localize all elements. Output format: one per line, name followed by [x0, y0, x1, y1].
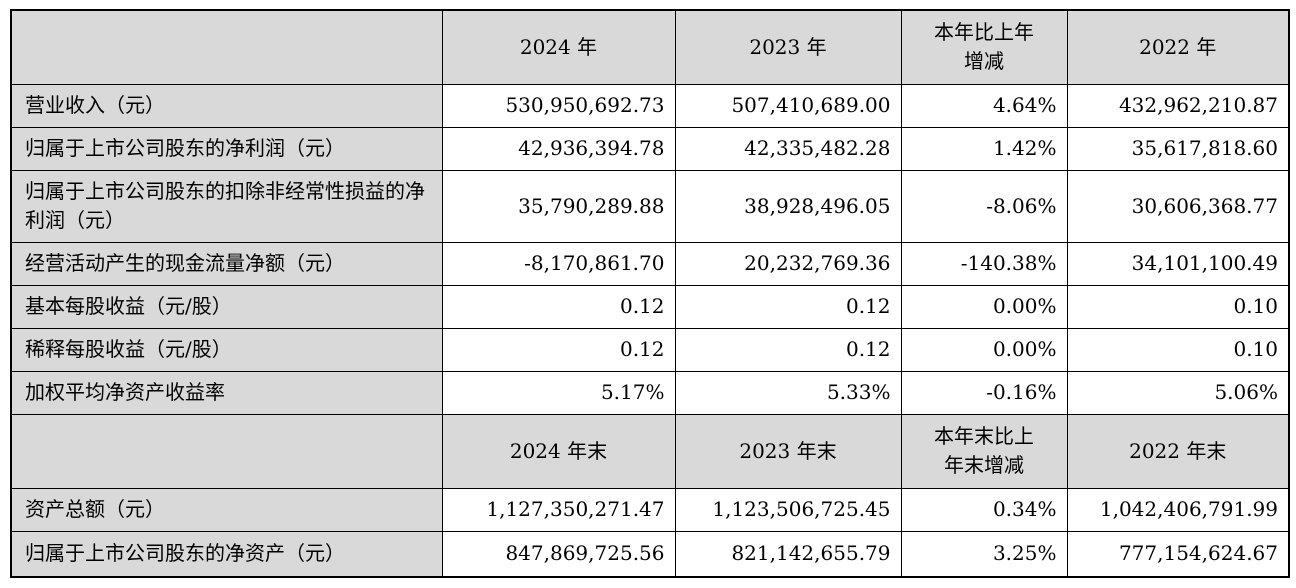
- header-2022: 2022 年: [1066, 9, 1290, 85]
- metric-value-2023: 42,335,482.28: [674, 126, 902, 171]
- corner-blank-cell: [10, 413, 443, 489]
- header-2024: 2024 年: [441, 9, 676, 85]
- metric-value-change: 3.25%: [900, 530, 1068, 578]
- metric-label: 基本每股收益（元/股）: [10, 284, 443, 329]
- metric-value-2024: 42,936,394.78: [441, 126, 676, 171]
- metric-value-2023: 1,123,506,725.45: [674, 487, 902, 532]
- table-row-operating-cash-flow: 经营活动产生的现金流量净额（元） -8,170,861.70 20,232,76…: [10, 241, 1290, 286]
- metric-value-2024: 0.12: [441, 284, 676, 329]
- metric-value-2023: 5.33%: [674, 370, 902, 415]
- metric-value-2024: 530,950,692.73: [441, 83, 676, 128]
- metric-value-2023: 20,232,769.36: [674, 241, 902, 286]
- metric-value-2024: -8,170,861.70: [441, 241, 676, 286]
- metric-value-2023: 0.12: [674, 327, 902, 372]
- metric-value-2022: 30,606,368.77: [1066, 169, 1290, 243]
- metric-value-change: -8.06%: [900, 169, 1068, 243]
- metric-value-change: -0.16%: [900, 370, 1068, 415]
- header-yoy-change: 本年比上年 增减: [900, 9, 1068, 85]
- metric-value-change: 1.42%: [900, 126, 1068, 171]
- corner-blank-cell: [10, 9, 443, 85]
- financial-summary-table: 2024 年 2023 年 本年比上年 增减 2022 年 营业收入（元） 53…: [10, 9, 1290, 578]
- table-row-total-assets: 资产总额（元） 1,127,350,271.47 1,123,506,725.4…: [10, 487, 1290, 532]
- metric-label: 归属于上市公司股东的净利润（元）: [10, 126, 443, 171]
- metric-value-2024: 0.12: [441, 327, 676, 372]
- metric-label: 加权平均净资产收益率: [10, 370, 443, 415]
- metric-label: 经营活动产生的现金流量净额（元）: [10, 241, 443, 286]
- metric-label: 归属于上市公司股东的扣除非经常性损益的净利润（元）: [10, 169, 443, 243]
- metric-value-2022: 34,101,100.49: [1066, 241, 1290, 286]
- metric-value-2022: 0.10: [1066, 327, 1290, 372]
- header-eoy-change: 本年末比上 年末增减: [900, 413, 1068, 489]
- metric-value-2022: 1,042,406,791.99: [1066, 487, 1290, 532]
- metric-value-change: 0.00%: [900, 327, 1068, 372]
- metric-value-2022: 777,154,624.67: [1066, 530, 1290, 578]
- metric-value-2022: 5.06%: [1066, 370, 1290, 415]
- metric-value-2024: 5.17%: [441, 370, 676, 415]
- metric-value-2023: 507,410,689.00: [674, 83, 902, 128]
- metric-value-change: 4.64%: [900, 83, 1068, 128]
- header-2022-eoy: 2022 年末: [1066, 413, 1290, 489]
- header-2023-eoy: 2023 年末: [674, 413, 902, 489]
- metric-value-2022: 432,962,210.87: [1066, 83, 1290, 128]
- metric-label: 营业收入（元）: [10, 83, 443, 128]
- metric-value-2023: 38,928,496.05: [674, 169, 902, 243]
- metric-value-2023: 0.12: [674, 284, 902, 329]
- table-row-net-profit: 归属于上市公司股东的净利润（元） 42,936,394.78 42,335,48…: [10, 126, 1290, 171]
- header-2024-eoy: 2024 年末: [441, 413, 676, 489]
- table-row-weighted-avg-roe: 加权平均净资产收益率 5.17% 5.33% -0.16% 5.06%: [10, 370, 1290, 415]
- header-2023: 2023 年: [674, 9, 902, 85]
- metric-value-change: 0.00%: [900, 284, 1068, 329]
- metric-label: 资产总额（元）: [10, 487, 443, 532]
- metric-value-change: 0.34%: [900, 487, 1068, 532]
- metric-value-change: -140.38%: [900, 241, 1068, 286]
- metric-value-2022: 35,617,818.60: [1066, 126, 1290, 171]
- metric-label: 稀释每股收益（元/股）: [10, 327, 443, 372]
- table-row-net-assets: 归属于上市公司股东的净资产（元） 847,869,725.56 821,142,…: [10, 530, 1290, 578]
- metric-value-2024: 35,790,289.88: [441, 169, 676, 243]
- eoy-header-row: 2024 年末 2023 年末 本年末比上 年末增减 2022 年末: [10, 413, 1290, 489]
- table-row-basic-eps: 基本每股收益（元/股） 0.12 0.12 0.00% 0.10: [10, 284, 1290, 329]
- table-row-net-profit-excl-nonrecurring: 归属于上市公司股东的扣除非经常性损益的净利润（元） 35,790,289.88 …: [10, 169, 1290, 243]
- table-row-diluted-eps: 稀释每股收益（元/股） 0.12 0.12 0.00% 0.10: [10, 327, 1290, 372]
- metric-value-2022: 0.10: [1066, 284, 1290, 329]
- metric-value-2023: 821,142,655.79: [674, 530, 902, 578]
- metric-value-2024: 847,869,725.56: [441, 530, 676, 578]
- metric-label: 归属于上市公司股东的净资产（元）: [10, 530, 443, 578]
- period-header-row: 2024 年 2023 年 本年比上年 增减 2022 年: [10, 9, 1290, 85]
- table-row-revenue: 营业收入（元） 530,950,692.73 507,410,689.00 4.…: [10, 83, 1290, 128]
- metric-value-2024: 1,127,350,271.47: [441, 487, 676, 532]
